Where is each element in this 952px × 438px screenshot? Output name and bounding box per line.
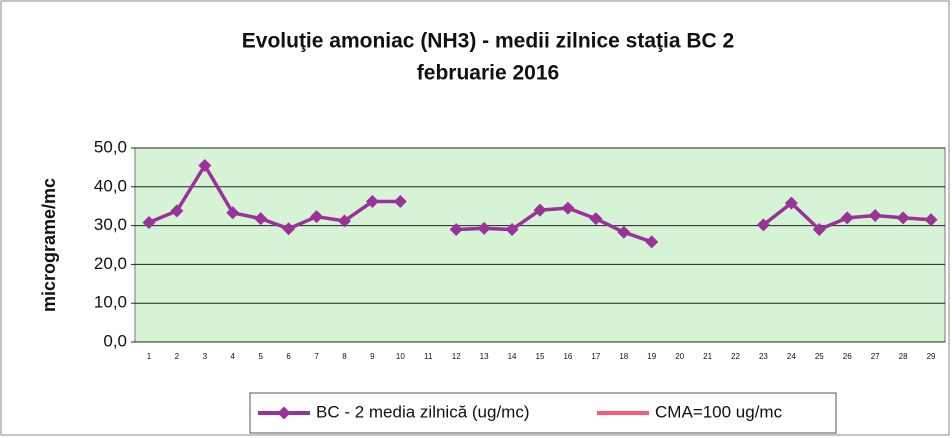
x-tick-label: 23 <box>759 352 768 361</box>
data-point <box>198 158 212 172</box>
data-point <box>393 195 407 209</box>
x-tick-label: 19 <box>647 352 656 361</box>
data-point <box>868 209 882 223</box>
y-tick-label: 30,0 <box>94 215 127 234</box>
y-tick-label: 0,0 <box>103 331 127 350</box>
data-point <box>617 225 631 239</box>
data-point <box>254 212 268 226</box>
data-point <box>226 206 240 220</box>
x-tick-label: 3 <box>203 352 208 361</box>
data-point <box>365 195 379 209</box>
data-point <box>310 210 324 224</box>
x-tick-label: 12 <box>452 352 461 361</box>
data-point <box>477 221 491 235</box>
data-point <box>449 222 463 236</box>
x-tick-label: 6 <box>286 352 291 361</box>
x-tick-label: 15 <box>536 352 545 361</box>
x-tick-label: 29 <box>927 352 936 361</box>
x-tick-label: 18 <box>619 352 628 361</box>
data-point <box>561 201 575 215</box>
x-tick-label: 2 <box>175 352 180 361</box>
legend-label: BC - 2 media zilnică (ug/mc) <box>316 402 530 421</box>
x-tick-label: 7 <box>314 352 319 361</box>
x-tick-label: 13 <box>480 352 489 361</box>
x-tick-label: 24 <box>787 352 796 361</box>
x-tick-label: 22 <box>731 352 740 361</box>
data-point <box>505 222 519 236</box>
x-tick-label: 16 <box>563 352 572 361</box>
plot-area <box>134 147 946 343</box>
data-point <box>924 213 938 227</box>
x-tick-label: 5 <box>258 352 263 361</box>
y-tick-label: 20,0 <box>94 254 127 273</box>
data-point <box>170 204 184 218</box>
data-point <box>896 211 910 225</box>
x-tick-label: 28 <box>899 352 908 361</box>
y-tick-label: 50,0 <box>94 137 127 156</box>
x-tick-label: 8 <box>342 352 347 361</box>
data-point <box>784 196 798 210</box>
x-tick-label: 10 <box>396 352 405 361</box>
x-tick-label: 25 <box>815 352 824 361</box>
x-tick-label: 17 <box>591 352 600 361</box>
x-tick-label: 4 <box>231 352 236 361</box>
data-point <box>756 218 770 232</box>
chart-subtitle: februarie 2016 <box>417 62 559 85</box>
data-point <box>533 203 547 217</box>
data-point <box>282 222 296 236</box>
data-point <box>589 212 603 226</box>
chart-title: Evoluţie amoniac (NH3) - medii zilnice s… <box>242 30 734 53</box>
data-point <box>645 235 659 249</box>
data-point <box>142 215 156 229</box>
x-tick-label: 20 <box>675 352 684 361</box>
y-tick-label: 40,0 <box>94 176 127 195</box>
data-point <box>812 222 826 236</box>
y-axis-label: micrograme/mc <box>39 178 59 312</box>
x-tick-label: 27 <box>871 352 880 361</box>
x-tick-label: 21 <box>703 352 712 361</box>
x-tick-label: 1 <box>147 352 152 361</box>
legend-marker <box>277 406 291 420</box>
data-point <box>337 214 351 228</box>
x-tick-label: 26 <box>843 352 852 361</box>
legend-label: CMA=100 ug/mc <box>655 402 783 421</box>
x-tick-label: 11 <box>424 352 433 361</box>
data-point <box>840 211 854 225</box>
x-tick-label: 9 <box>370 352 375 361</box>
y-tick-label: 10,0 <box>94 293 127 312</box>
x-tick-label: 14 <box>508 352 517 361</box>
legend-box <box>249 392 837 434</box>
